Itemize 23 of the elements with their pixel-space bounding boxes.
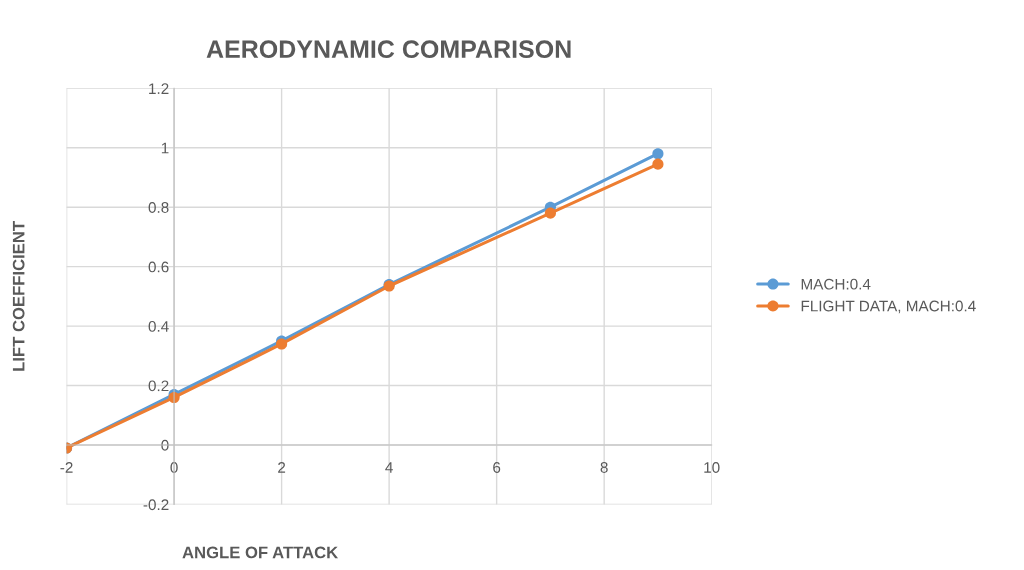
y-axis-title: LIFT COEFFICIENT	[12, 221, 25, 371]
x-tick-label: 2	[278, 462, 286, 473]
legend-label: FLIGHT DATA, MACH:0.4	[801, 300, 976, 314]
x-tick-label: 8	[600, 462, 608, 473]
chart-title: AERODYNAMIC COMPARISON	[206, 40, 571, 59]
x-tick-label: -2	[60, 462, 73, 473]
y-tick-label: 0.2	[148, 380, 169, 392]
x-tick-label: 0	[170, 462, 178, 473]
y-tick-label: 1	[161, 142, 169, 154]
legend-label: MACH:0.4	[801, 278, 871, 290]
x-tick-label: 4	[385, 462, 393, 473]
x-tick-label: 6	[493, 462, 501, 473]
y-tick-label: 0	[161, 439, 169, 451]
y-tick-label: 1.2	[149, 83, 169, 94]
y-tick-label: 0.4	[148, 320, 169, 332]
y-tick-label: 0.8	[148, 202, 169, 213]
x-tick-label: 10	[704, 462, 720, 473]
point	[652, 158, 664, 170]
point	[652, 148, 664, 160]
y-tick-label: -0.2	[143, 499, 169, 511]
point	[544, 207, 556, 219]
y-tick-label: 0.6	[148, 261, 169, 273]
x-axis-title: ANGLE OF ATTACK	[182, 546, 339, 559]
